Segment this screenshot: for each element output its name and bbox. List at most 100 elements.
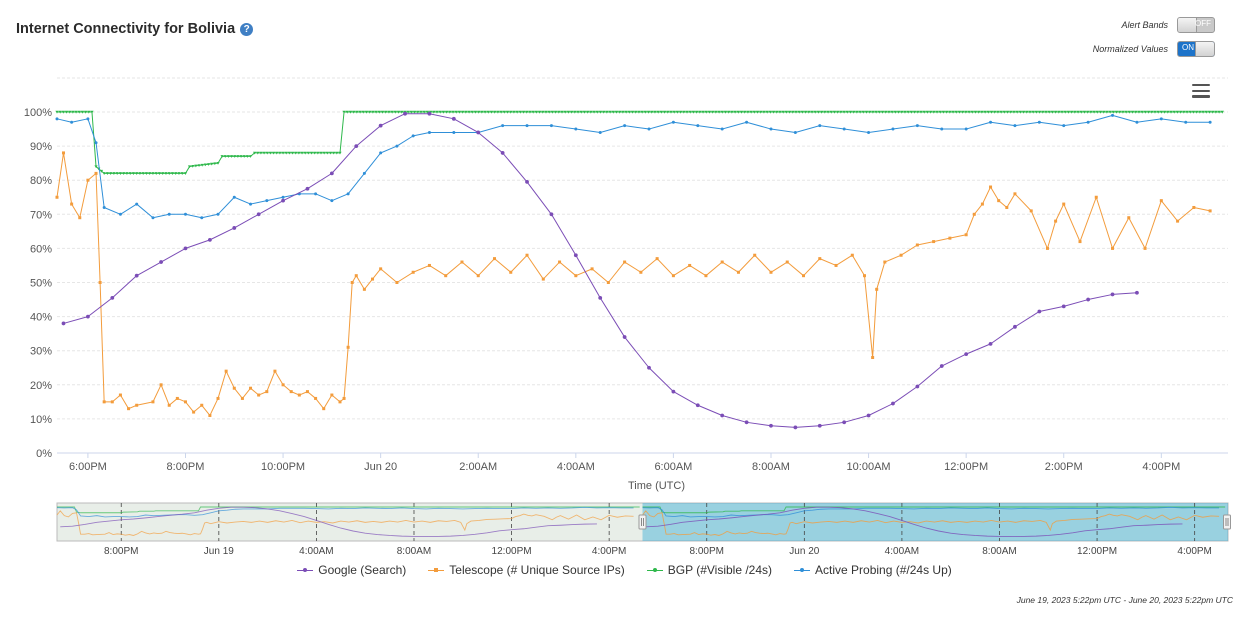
navigator-series-prev-google [60, 506, 597, 538]
data-point-probing [1208, 120, 1212, 124]
data-point-bgp [755, 110, 760, 114]
data-point-probing [183, 212, 187, 216]
y-tick-label: 80% [30, 175, 52, 187]
data-point-bgp [371, 110, 375, 114]
data-point-bgp [1169, 110, 1173, 114]
data-point-bgp [816, 110, 821, 114]
normalized-values-toggle[interactable]: ON [1177, 41, 1215, 57]
data-point-probing [200, 216, 204, 220]
data-point-telescope [875, 287, 879, 291]
data-point-probing [330, 199, 334, 203]
data-point-telescope [379, 267, 383, 271]
data-point-telescope [297, 393, 301, 397]
series-telescope [55, 151, 1212, 417]
data-point-bgp [1041, 110, 1045, 114]
series-line-google [63, 113, 1137, 428]
data-point-telescope [62, 151, 66, 155]
x-tick-label: 6:00PM [69, 461, 107, 473]
data-point-bgp [765, 110, 769, 114]
data-point-bgp [319, 151, 323, 155]
hamburger-menu-icon[interactable] [1192, 84, 1210, 98]
data-point-telescope [972, 212, 976, 216]
data-point-bgp [342, 110, 346, 114]
data-point-google [988, 341, 993, 346]
data-point-bgp [1111, 110, 1115, 114]
data-point-bgp [505, 110, 510, 114]
data-point-bgp [384, 110, 388, 114]
data-point-probing [151, 216, 155, 220]
data-point-bgp [919, 110, 923, 114]
normalized-values-toggle-state: ON [1182, 43, 1194, 52]
data-point-bgp [287, 151, 291, 155]
data-point-telescope [427, 263, 431, 267]
data-point-bgp [1050, 110, 1055, 114]
data-point-bgp [64, 110, 69, 114]
data-point-telescope [175, 396, 179, 400]
data-point-bgp [242, 155, 246, 158]
data-point-probing [1062, 124, 1066, 128]
data-point-bgp [1217, 110, 1221, 114]
data-point-bgp [197, 164, 201, 168]
data-point-bgp [248, 155, 253, 158]
legend-item-google[interactable]: Google (Search) [297, 563, 406, 577]
data-point-bgp [157, 172, 162, 175]
data-point-bgp [592, 110, 596, 114]
navigator-right-handle[interactable] [1223, 514, 1231, 530]
data-point-bgp [752, 110, 756, 114]
data-point-google [378, 123, 383, 128]
data-point-bgp [1089, 110, 1093, 114]
legend-label-bgp: BGP (#Visible /24s) [667, 563, 773, 577]
data-point-bgp [151, 172, 155, 175]
data-point-probing [232, 195, 236, 199]
data-point-bgp [229, 155, 234, 158]
data-point-bgp [328, 151, 333, 155]
data-point-bgp [345, 110, 349, 114]
data-point-bgp [144, 172, 149, 175]
legend-item-bgp[interactable]: BGP (#Visible /24s) [646, 563, 773, 577]
data-point-probing [623, 124, 627, 128]
data-point-bgp [964, 110, 968, 114]
data-point-bgp [1182, 110, 1186, 114]
series-line-probing [56, 114, 1211, 219]
data-point-google [1110, 292, 1115, 297]
data-point-google [61, 321, 66, 326]
data-point-probing [940, 127, 944, 131]
data-point-bgp [778, 110, 782, 114]
data-point-bgp [236, 155, 240, 158]
data-point-bgp [303, 151, 307, 155]
data-point-probing [411, 134, 415, 138]
data-point-bgp [1038, 110, 1042, 114]
data-point-bgp [135, 172, 139, 175]
data-point-bgp [804, 110, 808, 114]
data-point-bgp [1054, 110, 1058, 114]
data-point-bgp [1063, 110, 1067, 114]
data-point-bgp [167, 172, 171, 175]
navigator-left-handle[interactable] [638, 514, 647, 530]
alert-bands-toggle-row: Alert Bands OFF [1121, 17, 1215, 33]
legend-symbol-bgp [646, 565, 663, 575]
data-point-bgp [682, 110, 686, 114]
data-point-bgp [220, 155, 224, 158]
data-point-bgp [848, 110, 853, 114]
data-point-bgp [787, 110, 792, 114]
data-point-google [354, 144, 359, 149]
data-point-bgp [880, 110, 885, 114]
legend-item-telescope[interactable]: Telescope (# Unique Source IPs) [428, 563, 625, 577]
data-point-bgp [884, 110, 888, 114]
data-point-bgp [999, 110, 1003, 114]
data-point-bgp [1021, 110, 1026, 114]
data-point-bgp [1156, 110, 1160, 114]
data-point-telescope [834, 263, 838, 267]
data-point-bgp [300, 151, 304, 155]
data-point-probing [1086, 120, 1090, 124]
question-circle-icon[interactable]: ? [240, 22, 254, 36]
data-point-bgp [1012, 110, 1016, 114]
data-point-bgp [275, 151, 279, 155]
data-point-bgp [701, 110, 705, 114]
legend-item-probing[interactable]: Active Probing (#/24s Up) [794, 563, 952, 577]
data-point-telescope [655, 257, 659, 261]
data-point-google [305, 186, 310, 191]
navigator-tick-label: 12:00PM [492, 546, 532, 557]
alert-bands-toggle[interactable]: OFF [1177, 17, 1215, 33]
data-point-telescope [362, 287, 366, 291]
